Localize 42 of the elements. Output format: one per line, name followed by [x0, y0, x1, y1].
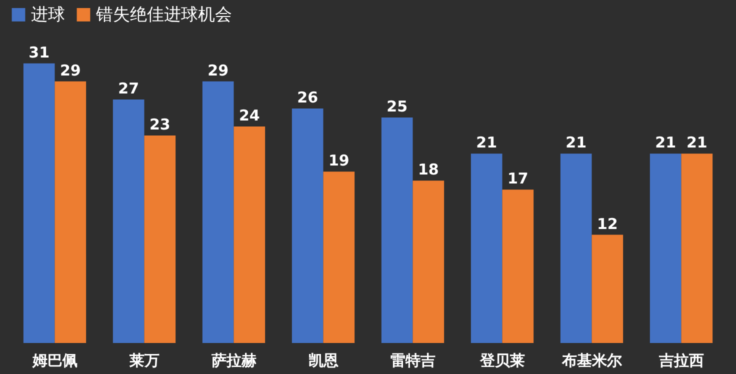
bar — [681, 154, 713, 343]
x-tick-label: 凯恩 — [308, 352, 340, 370]
bar — [292, 108, 324, 343]
bar — [412, 180, 444, 343]
data-label: 24 — [238, 106, 260, 125]
bar — [23, 63, 55, 343]
legend-label: 错失绝佳进球机会 — [95, 4, 232, 25]
x-tick-label: 布基米尔 — [560, 352, 623, 370]
data-label: 23 — [149, 116, 170, 134]
x-tick-label: 吉拉西 — [658, 352, 704, 370]
bar — [560, 154, 592, 343]
data-label: 29 — [60, 61, 81, 80]
data-label: 21 — [686, 134, 708, 152]
bar — [650, 154, 682, 343]
data-label: 17 — [507, 170, 528, 188]
bar — [144, 136, 176, 343]
data-label: 27 — [118, 79, 140, 98]
bar — [502, 190, 534, 343]
x-tick-label: 登贝莱 — [478, 352, 525, 370]
bar — [202, 81, 234, 343]
data-label: 21 — [655, 134, 676, 152]
data-label: 18 — [418, 160, 439, 179]
legend-label: 进球 — [31, 4, 65, 25]
data-label: 12 — [596, 214, 618, 233]
x-tick-label: 姆巴佩 — [31, 352, 78, 370]
data-label: 19 — [328, 152, 350, 170]
data-label: 29 — [208, 61, 229, 80]
data-label: 31 — [28, 43, 50, 62]
bar — [592, 234, 624, 343]
data-label: 25 — [386, 97, 408, 116]
bar — [470, 154, 502, 343]
bar — [323, 172, 355, 343]
x-tick-label: 萨拉赫 — [210, 352, 256, 370]
x-tick-label: 雷特吉 — [390, 352, 436, 370]
bar — [381, 117, 413, 343]
bar — [234, 126, 266, 343]
data-label: 26 — [297, 88, 318, 106]
data-label: 21 — [566, 134, 587, 152]
bar — [112, 99, 144, 343]
x-tick-label: 莱万 — [128, 352, 160, 370]
data-label: 21 — [476, 134, 498, 152]
bar — [54, 81, 86, 343]
